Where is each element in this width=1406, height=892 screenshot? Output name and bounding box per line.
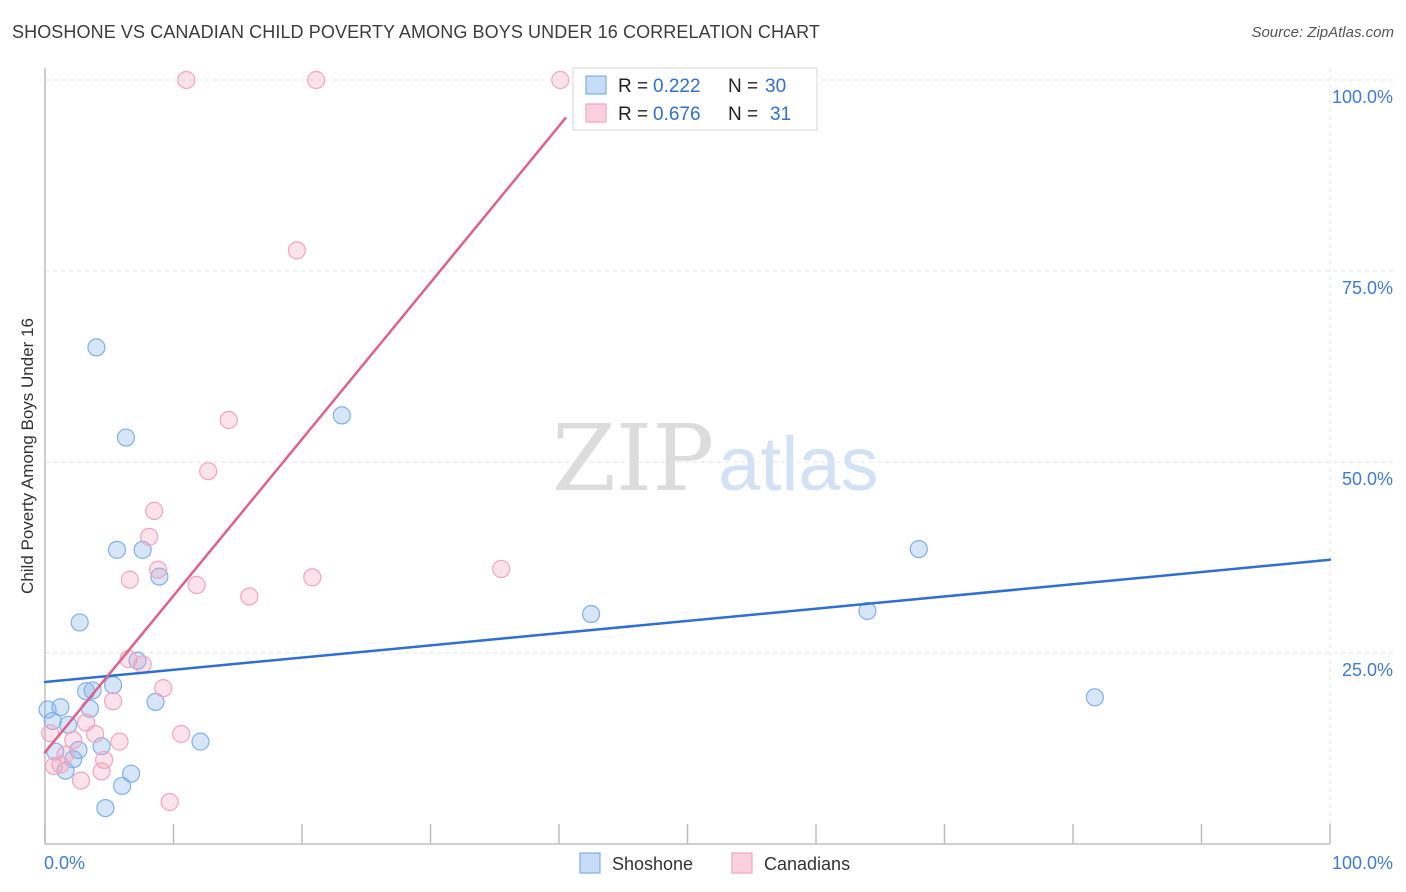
point-shoshone-16 <box>107 540 127 559</box>
point-canadians-25 <box>240 587 259 606</box>
point-canadians-18 <box>154 679 173 698</box>
trend-lines <box>43 116 1332 754</box>
stats-r-label-shoshone: R = <box>618 76 648 97</box>
y-tick-label-75: 75.0% <box>1342 278 1393 298</box>
point-canadians-28 <box>307 70 326 90</box>
point-shoshone-3 <box>51 698 70 717</box>
point-canadians-2 <box>51 755 70 774</box>
y-tick-label-100: 100.0% <box>1332 87 1393 107</box>
point-canadians-21 <box>177 70 196 90</box>
point-canadians-24 <box>219 410 238 430</box>
point-canadians-5 <box>71 771 91 790</box>
y-tick-label-50: 50.0% <box>1342 469 1393 489</box>
point-shoshone-25 <box>332 406 351 425</box>
watermark-atlas: atlas <box>718 422 879 507</box>
bottom-legend: Shoshone Canadians <box>579 852 850 874</box>
y-tick-label-25: 25.0% <box>1342 660 1393 680</box>
point-canadians-17 <box>148 560 168 579</box>
point-shoshone-15 <box>104 675 123 695</box>
stats-swatch-canadians <box>585 103 607 123</box>
stats-n-label-shoshone: N = <box>728 76 758 97</box>
point-canadians-4 <box>64 730 83 750</box>
point-canadians-16 <box>145 501 164 520</box>
point-canadians-8 <box>92 762 111 781</box>
point-canadians-15 <box>139 527 159 546</box>
point-shoshone-26 <box>582 604 601 624</box>
watermark-zip: ZIP <box>552 405 714 512</box>
point-canadians-23 <box>199 462 218 481</box>
point-shoshone-14 <box>96 798 115 818</box>
point-shoshone-12 <box>87 338 106 357</box>
trend-line-shoshone <box>43 558 1332 684</box>
legend-swatch-canadians <box>731 852 753 874</box>
x-tick-label-right: 100.0% <box>1332 853 1393 873</box>
stats-r-label-canadians: R = <box>618 104 648 125</box>
x-axis-ticks <box>44 824 1331 844</box>
point-canadians-10 <box>104 692 123 711</box>
point-canadians-13 <box>120 570 139 589</box>
point-canadians-26 <box>287 241 306 260</box>
point-shoshone-18 <box>116 428 136 447</box>
stats-r-value-canadians: 0.676 <box>653 104 701 125</box>
point-shoshone-8 <box>70 613 89 632</box>
stats-legend: R = 0.222 N = 30 R = 0.676 N = 31 <box>572 67 818 131</box>
point-canadians-3 <box>56 745 75 764</box>
point-shoshone-17 <box>112 776 132 796</box>
point-canadians-19 <box>160 792 179 812</box>
point-canadians-11 <box>110 732 129 751</box>
legend-label-shoshone: Shoshone <box>612 854 693 874</box>
y-tick-labels: 100.0% 75.0% 50.0% 25.0% <box>1332 87 1393 680</box>
point-canadians-20 <box>172 724 191 744</box>
point-canadians-22 <box>187 575 206 595</box>
trend-line-canadians <box>43 116 567 754</box>
point-shoshone-23 <box>150 567 169 586</box>
point-canadians-0 <box>41 724 60 743</box>
source-label: Source: ZipAtlas.com <box>1251 24 1394 41</box>
chart-title: SHOSHONE VS CANADIAN CHILD POVERTY AMONG… <box>12 22 821 42</box>
point-canadians-9 <box>95 750 114 770</box>
point-canadians-7 <box>86 724 105 744</box>
stats-n-label-canadians: N = <box>728 104 758 125</box>
point-shoshone-22 <box>146 692 165 711</box>
stats-n-value-canadians: 31 <box>770 104 791 125</box>
stats-n-value-shoshone: 30 <box>765 76 786 97</box>
legend-label-canadians: Canadians <box>764 854 850 874</box>
stats-swatch-shoshone <box>585 75 607 95</box>
point-shoshone-27 <box>858 601 877 621</box>
point-shoshone-19 <box>121 764 141 783</box>
x-tick-label-left: 0.0% <box>44 853 85 873</box>
point-canadians-27 <box>303 568 322 587</box>
point-canadians-30 <box>551 70 570 90</box>
stats-r-value-shoshone: 0.222 <box>653 76 701 97</box>
point-shoshone-29 <box>1085 688 1104 707</box>
watermark: ZIP atlas <box>552 405 879 512</box>
y-axis-label: Child Poverty Among Boys Under 16 <box>18 318 37 594</box>
point-shoshone-11 <box>83 681 102 700</box>
point-shoshone-28 <box>909 539 928 559</box>
point-canadians-14 <box>133 655 152 674</box>
point-shoshone-24 <box>191 732 210 751</box>
point-canadians-1 <box>44 756 64 776</box>
stats-legend-box <box>572 67 818 131</box>
scatter-points <box>38 70 1104 818</box>
legend-swatch-shoshone <box>579 852 601 874</box>
point-canadians-29 <box>492 559 511 579</box>
